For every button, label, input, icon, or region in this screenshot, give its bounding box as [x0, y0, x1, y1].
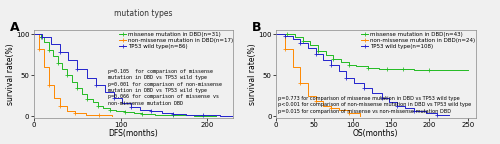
Text: A: A	[10, 21, 20, 34]
Text: p=0.105  for comparison of missense
mutation in DBD vs TP53 wild type
p=0.001 fo: p=0.105 for comparison of missense mutat…	[108, 69, 222, 106]
Y-axis label: survival rate(%): survival rate(%)	[6, 43, 15, 105]
Y-axis label: survival rate(%): survival rate(%)	[248, 43, 256, 105]
Legend: missense mutation in DBD(n=43), non-missense mutation in DBD(n=24), TP53 wild ty: missense mutation in DBD(n=43), non-miss…	[362, 32, 475, 49]
Text: B: B	[252, 21, 261, 34]
X-axis label: OS(months): OS(months)	[353, 129, 399, 138]
Text: mutation types: mutation types	[114, 9, 173, 18]
Text: p=0.773 for comparison of missense mutation in DBD vs TP53 wild type
p<0.001 for: p=0.773 for comparison of missense mutat…	[278, 96, 471, 114]
X-axis label: DFS(months): DFS(months)	[108, 129, 158, 138]
Legend: missense mutation in DBD(n=31), non-missense mutation in DBD(n=17), TP53 wild ty: missense mutation in DBD(n=31), non-miss…	[120, 32, 232, 49]
